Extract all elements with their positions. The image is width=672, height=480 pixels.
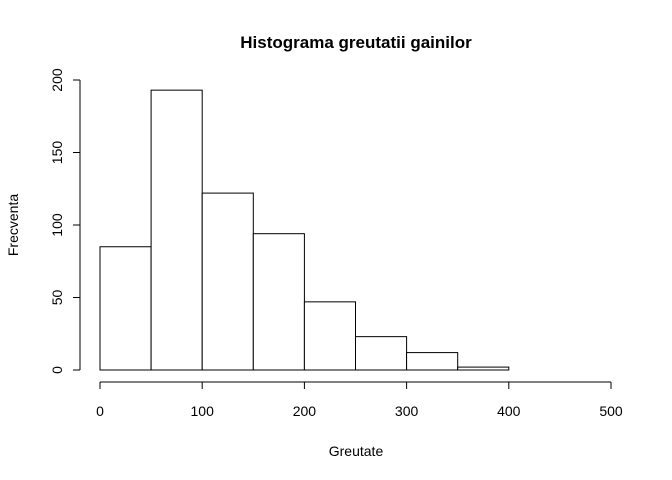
- y-tick-label-200: 200: [49, 68, 65, 92]
- x-tick-label-100: 100: [191, 403, 215, 419]
- x-tick-label-300: 300: [395, 403, 419, 419]
- x-tick-label-500: 500: [599, 403, 623, 419]
- y-axis-label: Frecventa: [5, 194, 21, 256]
- x-axis-label: Greutate: [329, 443, 384, 459]
- bars-group: [99, 89, 510, 371]
- y-tick-label-100: 100: [49, 213, 65, 237]
- y-tick-label-150: 150: [49, 141, 65, 165]
- histogram-bar-0-50: [99, 246, 152, 371]
- y-axis: 0 50 100 150 200: [49, 68, 81, 374]
- histogram-bar-300-350: [406, 352, 459, 371]
- histogram-bar-250-300: [355, 336, 408, 371]
- chart-title: Histograma greutatii gainilor: [240, 33, 472, 52]
- y-tick-label-0: 0: [49, 366, 65, 374]
- x-axis: 0 100 200 300 400 500: [96, 381, 623, 419]
- histogram-bar-150-200: [252, 233, 305, 371]
- x-tick-label-400: 400: [497, 403, 521, 419]
- histogram-bar-100-150: [201, 192, 254, 371]
- histogram-bar-200-250: [303, 301, 356, 371]
- histogram-bar-350-400: [457, 366, 510, 371]
- y-tick-label-50: 50: [49, 290, 65, 306]
- x-tick-label-0: 0: [96, 403, 104, 419]
- histogram-bar-50-100: [150, 89, 203, 371]
- x-tick-label-200: 200: [293, 403, 317, 419]
